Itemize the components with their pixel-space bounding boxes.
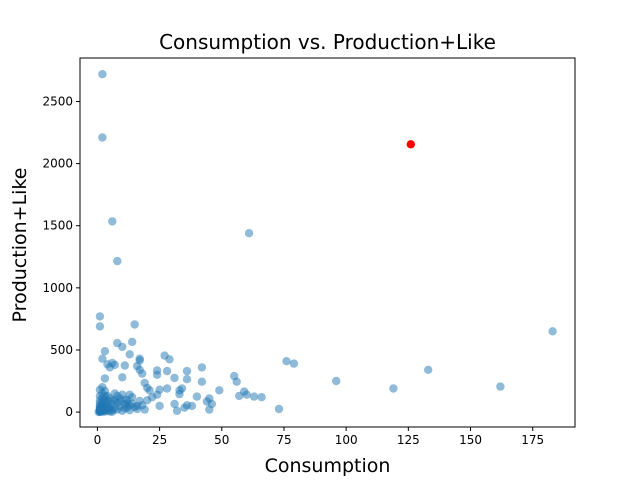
y-tick-label: 2000 [42, 157, 73, 171]
data-point [170, 373, 179, 383]
data-point [215, 386, 224, 395]
data-point [172, 406, 182, 415]
data-point [257, 393, 266, 402]
data-point [180, 403, 189, 412]
data-point [95, 322, 105, 331]
data-point [98, 70, 107, 79]
y-tick-label: 0 [65, 405, 73, 419]
data-point [424, 365, 433, 374]
data-point [496, 382, 505, 391]
y-tick-label: 1000 [42, 281, 73, 295]
data-point [95, 312, 105, 321]
data-point [170, 399, 179, 409]
plot-area: 0 25 50 75 100 125 150 175 0 500 1000 1500 2000 2500 [42, 57, 576, 447]
data-point [130, 320, 139, 329]
y-tick-label: 500 [50, 343, 73, 357]
x-tick-label: 175 [521, 433, 544, 447]
x-tick-label: 75 [276, 433, 291, 447]
data-point [165, 355, 174, 364]
data-point [118, 373, 127, 382]
chart-title: Consumption vs. Production+Like [159, 30, 496, 54]
data-point [108, 217, 117, 226]
data-point [242, 390, 251, 399]
x-tick-label: 100 [335, 433, 358, 447]
y-tick-label: 2500 [42, 94, 73, 108]
data-point [125, 401, 134, 410]
data-point [548, 327, 557, 336]
y-tick-label: 1500 [42, 219, 73, 233]
x-tick-label: 125 [397, 433, 420, 447]
data-point [120, 361, 129, 370]
data-point [140, 405, 149, 414]
data-point [235, 391, 244, 401]
data-point [138, 369, 147, 378]
data-point [140, 378, 149, 388]
data-point [98, 401, 107, 411]
data-point [152, 370, 162, 379]
data-point [182, 375, 192, 384]
x-tick-label: 150 [459, 433, 482, 447]
data-point [205, 405, 214, 414]
x-tick-label: 0 [94, 433, 102, 447]
data-point [162, 366, 172, 376]
data-point [175, 389, 184, 399]
data-point [197, 377, 207, 386]
data-point [332, 376, 341, 386]
data-point [282, 357, 291, 366]
data-point [105, 363, 115, 372]
data-point [274, 404, 284, 414]
data-point [232, 377, 241, 386]
data-point [113, 256, 122, 266]
data-point [155, 401, 164, 411]
data-point [187, 401, 197, 411]
data-point [197, 363, 207, 372]
data-point [98, 354, 107, 363]
x-axis-label: Consumption [265, 455, 391, 477]
highlighted-data-point [406, 140, 415, 149]
data-point [145, 386, 154, 395]
data-point [100, 347, 110, 356]
data-point [389, 384, 398, 393]
plot-frame [79, 57, 576, 428]
data-point [118, 342, 127, 352]
x-tick-label: 25 [152, 433, 167, 447]
data-point [98, 133, 107, 142]
data-point [244, 229, 254, 238]
data-point [100, 374, 110, 383]
data-point [125, 350, 134, 359]
y-axis-label: Production+Like [9, 168, 31, 323]
data-point [182, 366, 192, 376]
data-point [289, 359, 299, 368]
data-point [192, 392, 202, 401]
x-tick-label: 50 [214, 433, 229, 447]
data-point [128, 337, 137, 347]
data-point [249, 392, 259, 401]
data-point [162, 384, 172, 393]
data-point [100, 391, 110, 401]
